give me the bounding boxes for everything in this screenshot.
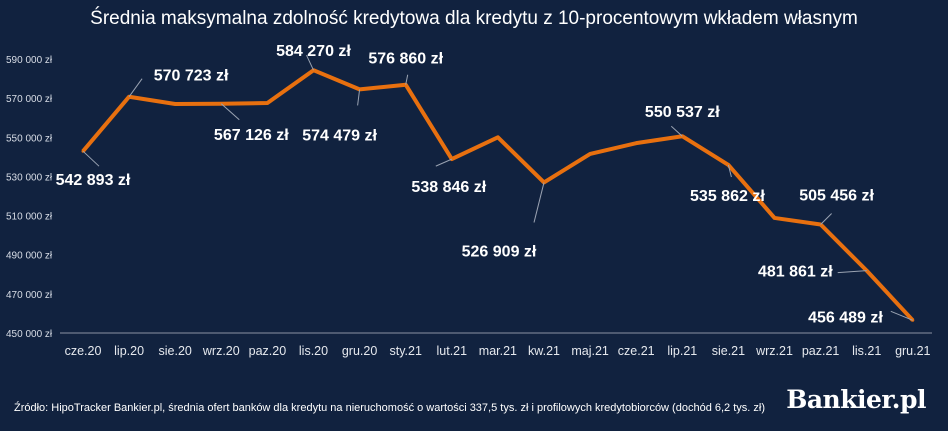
x-tick-label: sie.20 bbox=[159, 344, 192, 358]
data-point bbox=[265, 101, 269, 105]
x-tick-label: cze.20 bbox=[65, 344, 102, 358]
data-label: 526 909 zł bbox=[462, 243, 537, 260]
x-tick-label: lut.21 bbox=[437, 344, 468, 358]
x-tick-label: gru.21 bbox=[895, 344, 930, 358]
data-label: 570 723 zł bbox=[154, 68, 229, 85]
data-point bbox=[173, 102, 177, 106]
x-tick-label: lip.20 bbox=[114, 344, 144, 358]
y-tick-label: 550 000 zł bbox=[6, 133, 53, 144]
data-label: 574 479 zł bbox=[302, 127, 377, 144]
data-point bbox=[588, 152, 592, 156]
x-tick-label: sty.21 bbox=[389, 344, 421, 358]
y-tick-label: 590 000 zł bbox=[6, 55, 53, 66]
x-tick-label: sie.21 bbox=[712, 344, 745, 358]
data-label: 550 537 zł bbox=[645, 104, 720, 121]
data-point bbox=[496, 135, 500, 139]
x-tick-label: wrz.20 bbox=[202, 344, 240, 358]
data-point bbox=[773, 216, 776, 220]
x-tick-label: gru.20 bbox=[342, 344, 377, 358]
leader-line bbox=[82, 150, 100, 167]
leader-line bbox=[820, 213, 832, 225]
y-tick-label: 570 000 zł bbox=[6, 94, 53, 105]
x-tick-label: wrz.21 bbox=[755, 344, 793, 358]
x-tick-label: kw.21 bbox=[528, 344, 560, 358]
chart-title: Średnia maksymalna zdolność kredytowa dl… bbox=[90, 8, 858, 29]
series-line bbox=[81, 68, 915, 322]
data-label: 505 456 zł bbox=[799, 187, 874, 204]
leader-line bbox=[306, 55, 314, 71]
y-tick-label: 510 000 zł bbox=[6, 212, 53, 223]
x-tick-label: cze.21 bbox=[618, 344, 655, 358]
x-tick-label: lip.21 bbox=[667, 344, 697, 358]
data-label: 542 893 zł bbox=[56, 172, 131, 189]
y-tick-label: 530 000 zł bbox=[6, 172, 53, 183]
leader-line bbox=[357, 89, 361, 106]
y-tick-label: 490 000 zł bbox=[6, 251, 53, 262]
data-label: 576 860 zł bbox=[368, 51, 443, 68]
y-tick-label: 450 000 zł bbox=[6, 329, 53, 340]
data-label: 456 489 zł bbox=[808, 309, 883, 326]
leader-line bbox=[837, 270, 867, 274]
leader-line bbox=[128, 78, 143, 98]
x-tick-label: mar.21 bbox=[479, 344, 517, 358]
leader-line bbox=[405, 74, 409, 85]
leader-line bbox=[220, 103, 240, 121]
leader-line bbox=[435, 158, 453, 167]
data-point bbox=[634, 141, 638, 145]
x-tick-label: paz.21 bbox=[802, 344, 840, 358]
x-tick-label: maj.21 bbox=[571, 344, 609, 358]
leader-line bbox=[533, 182, 545, 223]
bankier-logo: Bankier.pl bbox=[786, 385, 926, 414]
data-label: 584 270 zł bbox=[276, 43, 351, 60]
leader-line bbox=[727, 164, 732, 178]
data-label: 538 846 zł bbox=[411, 179, 486, 196]
source-note: Źródło: HipoTracker Bankier.pl, średnia … bbox=[14, 402, 765, 414]
x-tick-label: lis.21 bbox=[852, 344, 881, 358]
leader-line bbox=[890, 310, 913, 321]
x-tick-label: paz.20 bbox=[249, 344, 287, 358]
data-label: 481 861 zł bbox=[758, 264, 833, 281]
data-label: 567 126 zł bbox=[214, 127, 289, 144]
data-label: 535 862 zł bbox=[690, 188, 765, 205]
y-tick-label: 470 000 zł bbox=[6, 290, 53, 301]
leader-line bbox=[670, 125, 683, 137]
x-tick-label: lis.20 bbox=[299, 344, 328, 358]
